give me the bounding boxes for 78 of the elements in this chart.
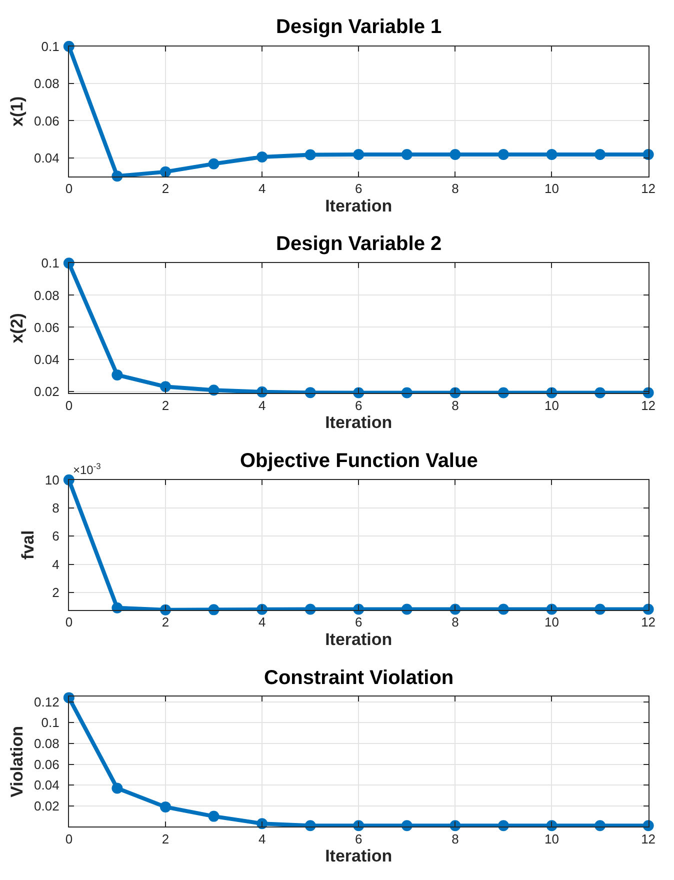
x-tick-label: 2 — [162, 398, 170, 413]
y-tick-label: 6 — [52, 528, 60, 544]
y-axis-title: Violation — [8, 726, 27, 798]
y-tick-label: 0.08 — [34, 76, 60, 92]
point — [160, 381, 171, 392]
x-tick-label: 12 — [641, 181, 656, 196]
x-tick-label: 6 — [354, 181, 362, 196]
point — [208, 810, 220, 822]
x-tick-label: 4 — [258, 831, 266, 846]
chart-title: Design Variable 1 — [276, 16, 442, 38]
y-tick-label: 0.1 — [41, 715, 60, 730]
point — [112, 369, 123, 380]
point — [256, 151, 268, 162]
y-tick-label: 0.1 — [41, 38, 60, 54]
x-axis-title: Iteration — [325, 846, 392, 866]
point — [353, 149, 364, 160]
x-tick-label: 0 — [65, 831, 73, 846]
y-tick-label: 2 — [52, 584, 60, 600]
y-axis-title: x(2) — [8, 313, 27, 344]
text: ×10$^{-3}$ — [73, 461, 102, 478]
x-tick-label: 10 — [544, 398, 559, 413]
y-tick-label: 10 — [44, 472, 60, 488]
x-axis-title: Iteration — [325, 196, 392, 216]
y-tick-label: 0.08 — [34, 736, 60, 752]
y-tick-label: 8 — [52, 500, 60, 516]
chart-title: Objective Function Value — [240, 450, 478, 472]
point — [498, 149, 509, 160]
x-tick-label: 10 — [544, 181, 559, 196]
x-tick-label: 8 — [452, 398, 459, 413]
chart-title: Design Variable 2 — [276, 233, 442, 255]
point — [401, 149, 412, 160]
y-tick-label: 0.02 — [34, 384, 60, 399]
y-tick-label: 0.06 — [34, 320, 60, 335]
x-axis-title: Iteration — [325, 630, 392, 649]
x-tick-label: 6 — [354, 398, 362, 413]
x-tick-label: 8 — [452, 614, 459, 630]
y-tick-label: 0.04 — [34, 352, 60, 367]
point — [594, 149, 606, 160]
x-tick-label: 6 — [354, 831, 362, 846]
point — [546, 149, 558, 160]
x-tick-label: 4 — [258, 181, 266, 196]
point — [450, 149, 461, 160]
x-tick-label: 6 — [354, 614, 362, 630]
x-tick-label: 2 — [162, 831, 170, 846]
x-tick-label: 2 — [162, 181, 170, 196]
point — [208, 158, 220, 170]
y-tick-label: 0.08 — [34, 288, 60, 303]
point — [160, 801, 171, 812]
y-axis-title: fval — [18, 530, 38, 560]
y-tick-label: 0.04 — [34, 778, 60, 793]
x-tick-label: 12 — [641, 614, 656, 630]
x-tick-label: 12 — [641, 831, 656, 846]
y-tick-label: 0.02 — [34, 798, 60, 814]
x-tick-label: 0 — [65, 614, 73, 630]
point — [112, 602, 123, 614]
point — [208, 384, 220, 396]
y-tick-label: 0.1 — [41, 256, 60, 271]
y-tick-label: 0.04 — [34, 150, 60, 166]
x-tick-label: 10 — [544, 831, 559, 846]
y-tick-label: 0.06 — [34, 113, 60, 128]
x-tick-label: 0 — [65, 181, 73, 196]
y-tick-label: 4 — [52, 556, 60, 572]
y-axis-title: x(1) — [8, 96, 27, 127]
point — [112, 782, 123, 794]
point — [304, 149, 316, 160]
chart-title: Constraint Violation — [264, 667, 454, 689]
x-tick-label: 2 — [162, 614, 170, 630]
point — [160, 166, 171, 178]
x-tick-label: 8 — [452, 181, 459, 196]
x-tick-label: 4 — [258, 614, 266, 630]
x-tick-label: 12 — [641, 398, 656, 413]
y-tick-label: 0.06 — [34, 756, 60, 772]
x-tick-label: 0 — [65, 398, 73, 413]
y-tick-label: 0.12 — [34, 694, 60, 710]
x-tick-label: 8 — [452, 831, 459, 846]
x-tick-label: 10 — [544, 614, 559, 630]
x-tick-label: 4 — [258, 398, 266, 413]
x-axis-title: Iteration — [325, 413, 392, 432]
